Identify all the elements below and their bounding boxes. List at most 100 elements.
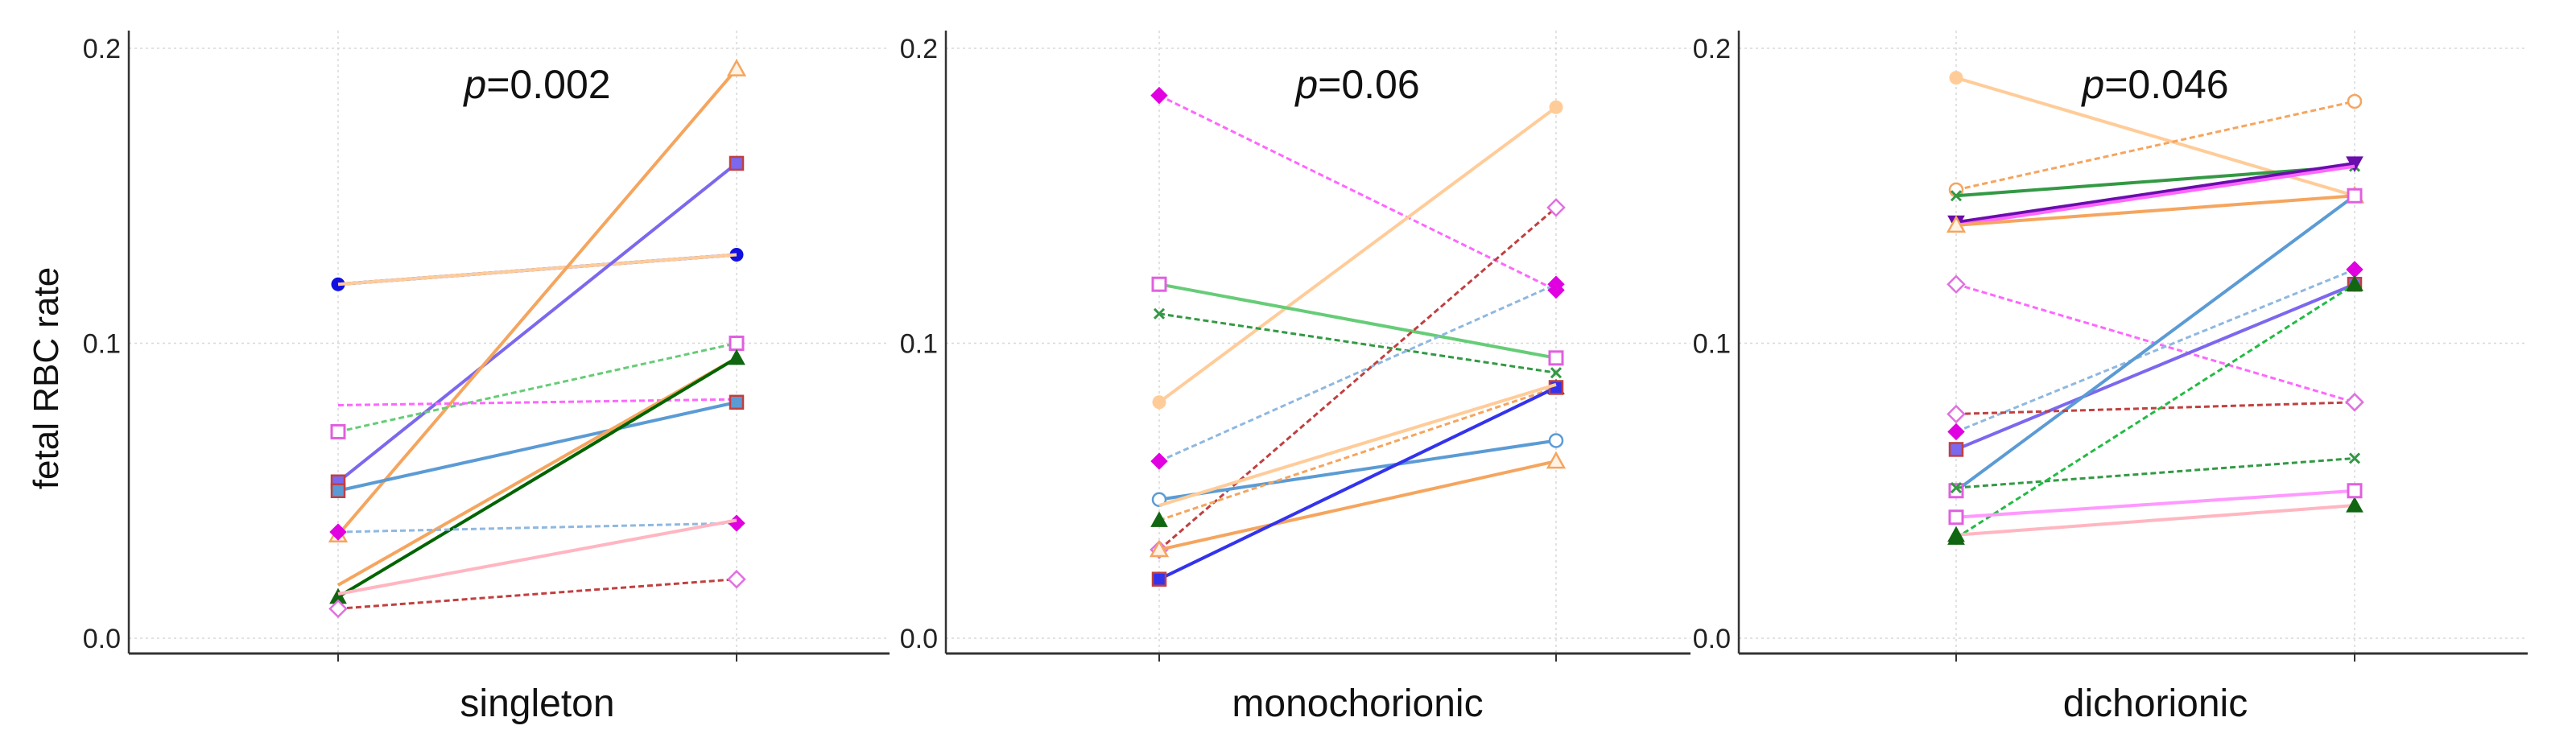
series-line (337, 400, 737, 493)
series-s4 (328, 59, 747, 542)
data-point (2347, 483, 2363, 499)
series-line (337, 518, 737, 596)
panel-category-label: monochorionic (1232, 682, 1483, 725)
data-point (2347, 188, 2363, 204)
panel-category-label: dichorionic (2063, 682, 2248, 725)
series-s2 (337, 253, 737, 287)
series-line (1158, 282, 1557, 463)
p-value-label: p=0.002 (462, 62, 610, 107)
series-line (1158, 385, 1557, 581)
data-point (1150, 452, 1168, 470)
p-symbol: p (2080, 62, 2104, 107)
series-line (1158, 460, 1557, 552)
series-s13 (328, 569, 746, 619)
series-line (1955, 194, 2355, 227)
series-s5 (330, 336, 745, 439)
data-point (1947, 526, 1965, 542)
data-point (728, 514, 745, 532)
panel-3: 0.0 0.1 0.2 p=0.046 dichorionic (1693, 31, 2528, 725)
y-axis-title: fetal RBC rate (27, 267, 66, 489)
data-point (1550, 367, 1563, 379)
data-point (729, 394, 745, 410)
series-line (1955, 268, 2355, 433)
data-point (728, 348, 745, 365)
data-point (1153, 307, 1166, 320)
data-point (2345, 393, 2364, 412)
series-m3 (1151, 276, 1564, 366)
series-m5 (1150, 275, 1565, 470)
p-value-label: p=0.06 (1294, 62, 1419, 107)
data-point (1546, 451, 1567, 469)
p-value: =0.06 (1318, 62, 1420, 107)
y-tick-label: 0.1 (83, 329, 121, 360)
series-m4 (1153, 307, 1563, 379)
data-point (1946, 274, 1966, 294)
series-line (337, 357, 737, 587)
series-d11 (1946, 393, 2364, 424)
data-point (727, 569, 746, 589)
data-point (1949, 71, 1963, 85)
series-d15 (1948, 483, 2363, 526)
series-s3 (330, 155, 745, 490)
data-point (1152, 395, 1166, 410)
data-point (1548, 350, 1564, 366)
data-point (1546, 198, 1566, 217)
series-line (1955, 282, 2355, 451)
series-line (1158, 386, 1557, 522)
data-point (328, 599, 348, 619)
series-d10 (1948, 188, 2363, 499)
series-s12 (337, 518, 737, 596)
y-tick-label: 0.2 (83, 34, 121, 64)
series-line (1955, 161, 2355, 225)
data-point (330, 423, 346, 439)
data-point (2346, 497, 2363, 513)
data-point (729, 336, 745, 351)
series-m2 (1152, 100, 1563, 410)
series-line (1158, 105, 1558, 404)
series-m10 (1151, 380, 1564, 587)
series-m11 (1158, 382, 1557, 507)
y-tick-label: 0.0 (900, 624, 938, 654)
panel-1: 0.0 0.1 0.2 p=0.002 singleton (83, 31, 890, 725)
series-line (1158, 382, 1557, 507)
series-s7 (330, 394, 745, 498)
y-tick-label: 0.1 (1693, 329, 1731, 360)
series-d4 (1947, 156, 2363, 232)
data-point (1547, 275, 1565, 293)
series-line (1158, 282, 1557, 360)
p-symbol: p (1294, 62, 1318, 107)
data-point (1150, 511, 1168, 527)
p-value: =0.002 (486, 62, 610, 107)
series-line (336, 68, 738, 537)
p-value-label: p=0.046 (2080, 62, 2228, 107)
y-tick-label: 0.1 (900, 329, 938, 360)
series-m7 (1151, 433, 1564, 507)
data-point (1151, 571, 1167, 587)
data-point (1948, 509, 1964, 526)
data-point (726, 59, 747, 76)
data-point (2348, 452, 2361, 464)
series-line (337, 253, 737, 287)
y-tick-label: 0.0 (1693, 624, 1731, 654)
series-line (1955, 489, 2355, 519)
series-line (1955, 401, 2355, 415)
data-point (1946, 215, 1967, 233)
series-line (337, 398, 737, 406)
data-point (1149, 539, 1170, 558)
p-value: =0.046 (2104, 62, 2228, 107)
series-line (337, 522, 737, 534)
data-point (1947, 423, 1965, 441)
data-point (1950, 482, 1963, 494)
data-point (1948, 442, 1964, 457)
y-tick-label: 0.2 (900, 34, 938, 64)
data-point (1151, 276, 1167, 292)
series-line (1955, 194, 2356, 493)
series-line (1955, 456, 2355, 489)
series-s11 (329, 514, 745, 541)
series-m9 (1149, 451, 1567, 558)
data-point (330, 483, 346, 498)
data-point (2347, 93, 2363, 109)
series-line (1955, 282, 2355, 539)
series-d5 (1955, 164, 2355, 227)
